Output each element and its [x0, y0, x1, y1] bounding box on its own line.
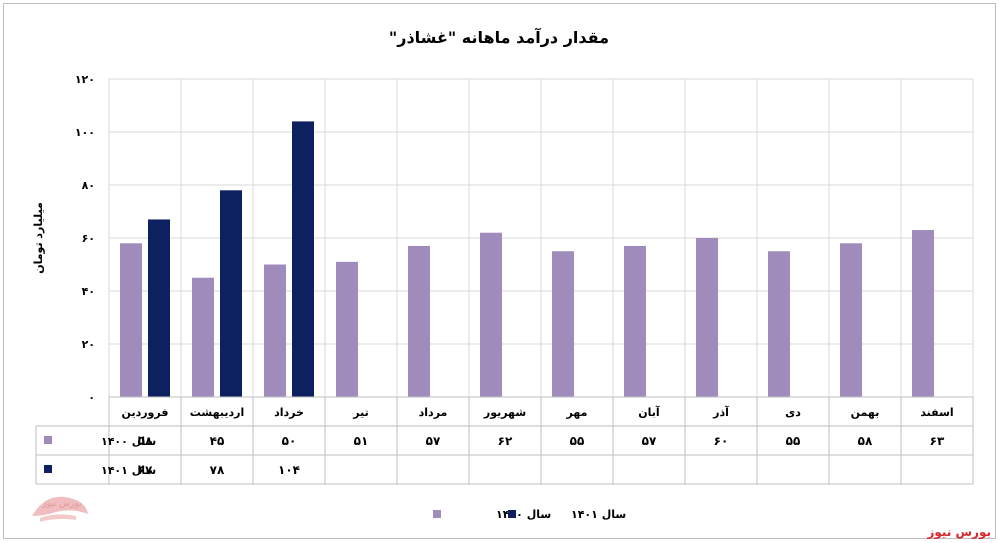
watermark-logo: بورس نیوز	[32, 496, 88, 522]
bar-series1	[264, 264, 286, 397]
data-label: ۵۵	[786, 434, 801, 448]
category-label: شهریور	[483, 406, 526, 419]
bar-series2	[292, 121, 314, 398]
data-label: ۶۷	[138, 463, 153, 477]
chart-title: مقدار درآمد ماهانه "غشاذر"	[389, 27, 609, 47]
legend-key-series2	[508, 510, 516, 518]
bar-series1	[840, 243, 862, 397]
bar-series1	[120, 243, 142, 397]
bar-series1	[624, 245, 646, 397]
data-label: ۵۸	[138, 434, 153, 448]
category-label: اردیبهشت	[190, 406, 244, 419]
y-tick-label: ۴۰	[82, 285, 95, 298]
data-label: ۷۸	[210, 463, 225, 477]
category-label: آذر	[712, 405, 729, 419]
legend-key-series1	[433, 510, 441, 518]
y-tick-label: ۱۰۰	[75, 126, 95, 139]
data-label: ۵۷	[642, 434, 657, 448]
table-legend-key	[44, 465, 52, 473]
category-label: مهر	[566, 406, 588, 419]
data-label: ۵۵	[570, 434, 585, 448]
legend-label-series2: سال ۱۴۰۱	[571, 508, 626, 521]
category-label: تیر	[352, 406, 368, 419]
category-label: بهمن	[851, 406, 880, 419]
y-tick-label: ۶۰	[82, 232, 95, 245]
bar-series1	[192, 277, 214, 397]
data-label: ۶۳	[930, 434, 945, 448]
y-tick-label: ۲۰	[82, 338, 95, 351]
data-label: ۵۰	[282, 434, 297, 448]
data-label: ۴۵	[210, 434, 225, 448]
y-tick-label: ۰	[88, 391, 95, 404]
category-label: اسفند	[920, 406, 953, 419]
data-label: ۶۲	[498, 434, 513, 448]
table-legend-key	[44, 436, 52, 444]
bar-series1	[912, 230, 934, 397]
bar-series1	[552, 251, 574, 397]
y-tick-label: ۱۲۰	[75, 73, 95, 86]
data-label: ۱۰۴	[278, 463, 300, 477]
legend-label-series1: سال ۱۴۰۰	[496, 508, 551, 521]
category-label: آبان	[638, 405, 660, 419]
category-label: دی	[785, 406, 801, 419]
data-label: ۵۸	[858, 434, 873, 448]
brand-label: بورس نیوز	[927, 525, 991, 539]
bar-series1	[480, 232, 502, 397]
data-label: ۶۰	[714, 434, 729, 448]
bar-series1	[696, 238, 718, 397]
category-label: خرداد	[274, 406, 304, 419]
category-label: مرداد	[419, 406, 448, 419]
data-label: ۵۷	[426, 434, 441, 448]
table-series-name: سال ۱۴۰۱	[101, 464, 156, 477]
watermark-text: بورس نیوز	[41, 499, 82, 509]
bar-series2	[148, 219, 170, 397]
y-axis-label: میلیارد تومان	[32, 202, 45, 274]
bar-series2	[220, 190, 242, 397]
table-series-name: سال ۱۴۰۰	[101, 435, 156, 448]
bar-series1	[768, 251, 790, 397]
data-label: ۵۱	[354, 434, 369, 448]
bar-series1	[336, 261, 358, 397]
y-tick-label: ۸۰	[82, 179, 95, 192]
category-label: فروردین	[122, 406, 169, 419]
bar-series1	[408, 245, 430, 397]
